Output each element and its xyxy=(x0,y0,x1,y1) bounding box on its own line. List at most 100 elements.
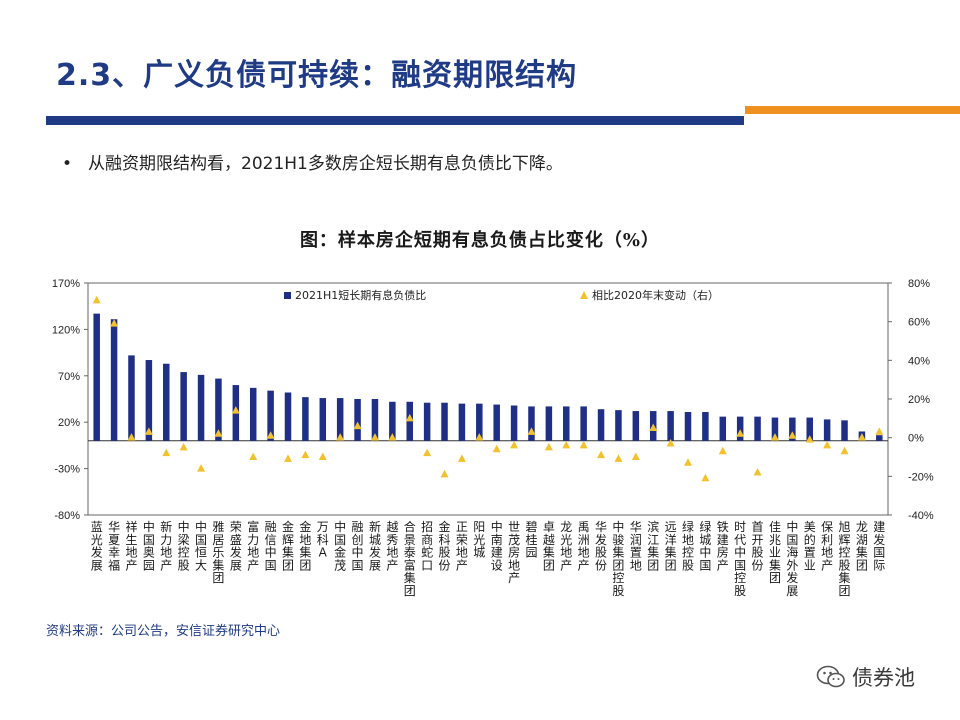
change-marker xyxy=(544,442,553,451)
bar xyxy=(389,401,396,441)
change-marker xyxy=(179,442,188,451)
change-marker xyxy=(736,429,745,437)
category-label: 华夏幸福 xyxy=(108,520,120,572)
left-axis-tick-label: 20% xyxy=(58,417,80,429)
category-label: 中国奥园 xyxy=(143,519,155,572)
category-label: 首开股份 xyxy=(752,520,764,572)
category-label: 正荣地产 xyxy=(456,520,468,572)
change-marker xyxy=(475,433,484,441)
title-underline-orange xyxy=(745,106,960,114)
category-label: 铁建房产 xyxy=(717,520,729,572)
bar xyxy=(476,403,483,441)
category-label: 世茂房地产 xyxy=(508,520,520,585)
right-axis-tick-label: 0% xyxy=(908,433,924,445)
left-axis-tick-label: 170% xyxy=(52,278,80,290)
change-marker xyxy=(840,446,849,455)
legend-bar-label: 2021H1短长期有息负债比 xyxy=(295,288,426,302)
change-marker xyxy=(162,448,171,457)
category-label: 富力地产 xyxy=(247,519,259,572)
bar xyxy=(597,409,605,441)
change-marker xyxy=(770,433,779,441)
category-label: 时代中国控股 xyxy=(734,520,746,598)
category-label: 阳光城 xyxy=(473,520,485,560)
change-marker xyxy=(249,452,258,460)
category-label: 金地集团 xyxy=(299,519,311,572)
category-label: 蓝光发展 xyxy=(91,520,103,572)
category-label: 雅居乐集团 xyxy=(212,519,224,585)
category-label: 佳兆业集团 xyxy=(769,520,781,585)
bar xyxy=(632,411,640,441)
change-marker xyxy=(457,454,466,462)
change-marker xyxy=(597,450,606,459)
change-marker xyxy=(823,440,832,449)
bar xyxy=(563,406,570,441)
bar xyxy=(736,416,744,441)
change-marker xyxy=(649,423,658,431)
category-label: 远洋集团 xyxy=(665,520,677,572)
change-marker xyxy=(666,438,675,447)
right-axis-tick-label: -40% xyxy=(908,510,934,522)
bar xyxy=(510,405,518,441)
change-marker xyxy=(284,454,292,462)
bar xyxy=(684,411,692,441)
category-label: 越秀地产 xyxy=(386,520,398,572)
bar xyxy=(823,419,831,441)
change-marker xyxy=(231,406,240,414)
category-label: 金辉集团 xyxy=(282,519,294,572)
change-marker xyxy=(370,433,379,441)
right-axis-tick-label: 60% xyxy=(908,317,930,329)
left-axis-tick-label: -80% xyxy=(54,510,80,522)
change-marker xyxy=(388,433,397,441)
category-label: 保利地产 xyxy=(821,520,833,572)
category-label: 金科股份 xyxy=(439,519,451,572)
change-marker xyxy=(440,469,449,478)
change-marker xyxy=(562,440,571,449)
change-marker xyxy=(405,413,414,422)
bar xyxy=(441,402,448,441)
bar xyxy=(371,399,379,441)
left-axis-tick-label: -30% xyxy=(54,464,80,476)
change-marker xyxy=(510,440,519,449)
change-marker xyxy=(857,433,866,441)
wechat-icon xyxy=(816,665,845,688)
category-label: 旭辉控股集团 xyxy=(839,520,851,598)
bar xyxy=(93,313,100,441)
bar xyxy=(267,390,274,441)
category-label: 中梁控股 xyxy=(178,519,190,572)
change-marker xyxy=(214,429,223,437)
bullet-mark: • xyxy=(62,154,73,174)
bar xyxy=(336,398,344,441)
bar xyxy=(667,411,674,441)
logo-text: 债券池 xyxy=(852,666,915,690)
bar xyxy=(284,392,292,441)
plot-frame xyxy=(87,282,889,516)
bar xyxy=(771,417,779,441)
right-axis-tick-label: 40% xyxy=(908,355,930,367)
category-label: 合景泰富集团 xyxy=(404,519,416,598)
bar xyxy=(789,417,796,441)
legend-bar-swatch xyxy=(284,292,291,299)
right-axis-tick-label: -20% xyxy=(908,471,934,483)
category-label: 龙光地产 xyxy=(560,520,572,572)
category-label: 华润置地 xyxy=(630,520,642,572)
change-marker xyxy=(614,454,623,462)
change-marker xyxy=(875,427,884,435)
category-label: 中国恒大 xyxy=(195,519,207,572)
bar xyxy=(354,399,361,441)
bar xyxy=(876,435,883,441)
change-marker xyxy=(788,431,797,439)
bar xyxy=(528,406,535,441)
bar xyxy=(545,406,553,441)
change-marker xyxy=(301,450,310,459)
right-axis-tick-label: 20% xyxy=(908,394,930,406)
change-marker xyxy=(631,452,640,460)
category-label: 荣盛发展 xyxy=(230,520,242,572)
change-marker xyxy=(684,458,692,466)
legend-marker-swatch xyxy=(580,291,588,299)
change-marker xyxy=(423,448,432,457)
category-label: 绿地控股 xyxy=(682,519,694,572)
bar xyxy=(319,398,327,441)
change-marker xyxy=(718,446,727,455)
bar xyxy=(145,360,153,441)
